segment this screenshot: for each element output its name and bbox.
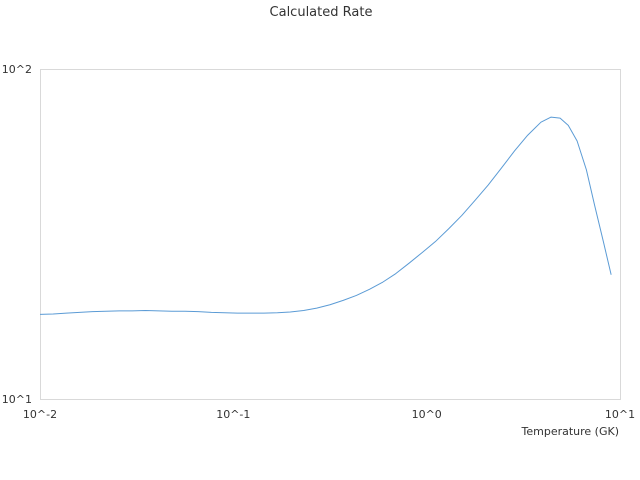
series-layer: [39, 116, 612, 315]
series-line: [39, 116, 612, 315]
x-axis-label: Temperature (GK): [521, 425, 620, 438]
y-tick-labels: 10^1 10^2: [2, 63, 32, 406]
x-tick-label: 10^0: [412, 408, 442, 421]
chart-title: Calculated Rate: [270, 5, 373, 20]
y-tick-label: 10^2: [2, 63, 32, 76]
x-tick-label: 10^1: [605, 408, 635, 421]
x-tick-label: 10^-1: [216, 408, 250, 421]
x-tick-labels: 10^-2 10^-1 10^0 10^1: [23, 408, 635, 421]
y-tick-label: 10^1: [2, 393, 32, 406]
x-tick-label: 10^-2: [23, 408, 57, 421]
plot-frame: [40, 69, 621, 400]
